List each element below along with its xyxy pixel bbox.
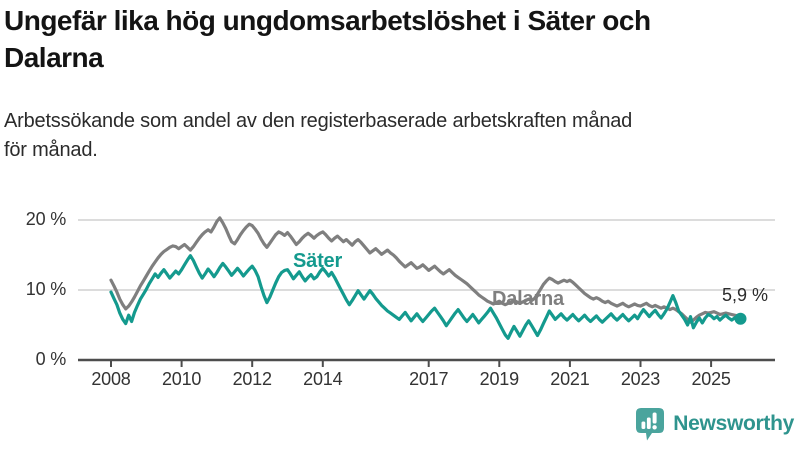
x-tick-label: 2021 [550, 369, 590, 389]
newsworthy-wordmark: Newsworthy [673, 412, 794, 435]
line-series-säter [109, 254, 743, 340]
x-tick-label: 2023 [620, 369, 661, 389]
x-tick-label: 2017 [409, 369, 449, 389]
latest-value-dot [734, 312, 747, 325]
x-tick-label: 2012 [232, 369, 272, 389]
subtitle-line-2: för månad. [4, 139, 98, 161]
title-line-2: Dalarna [4, 42, 104, 73]
chart-subtitle: Arbetssökande som andel av den registerb… [4, 107, 796, 165]
latest-value-label: 5,9 % [721, 285, 768, 305]
y-tick-label: 20 % [25, 209, 66, 229]
newsworthy-logo-icon [636, 408, 665, 441]
series-label-sater: Säter [293, 250, 343, 272]
series-label-dalarna: Dalarna [492, 288, 564, 310]
title-line-1: Ungefär lika hög ungdomsarbetslöshet i S… [4, 5, 651, 36]
x-tick-label: 2019 [479, 369, 519, 389]
x-tick-label: 2010 [161, 369, 202, 389]
newsworthy-brand: Newsworthy [635, 407, 794, 441]
x-tick-label: 2008 [91, 369, 131, 389]
y-tick-label: 10 % [25, 279, 66, 299]
chart-header: Ungefär lika hög ungdomsarbetslöshet i S… [4, 0, 796, 165]
x-tick-label: 2014 [303, 369, 343, 389]
subtitle-line-1: Arbetssökande som andel av den registerb… [4, 110, 633, 132]
page-title: Ungefär lika hög ungdomsarbetslöshet i S… [4, 2, 796, 76]
x-tick-label: 2025 [691, 369, 731, 389]
line-series-dalarna [109, 216, 743, 324]
y-tick-label: 0 % [35, 349, 67, 369]
